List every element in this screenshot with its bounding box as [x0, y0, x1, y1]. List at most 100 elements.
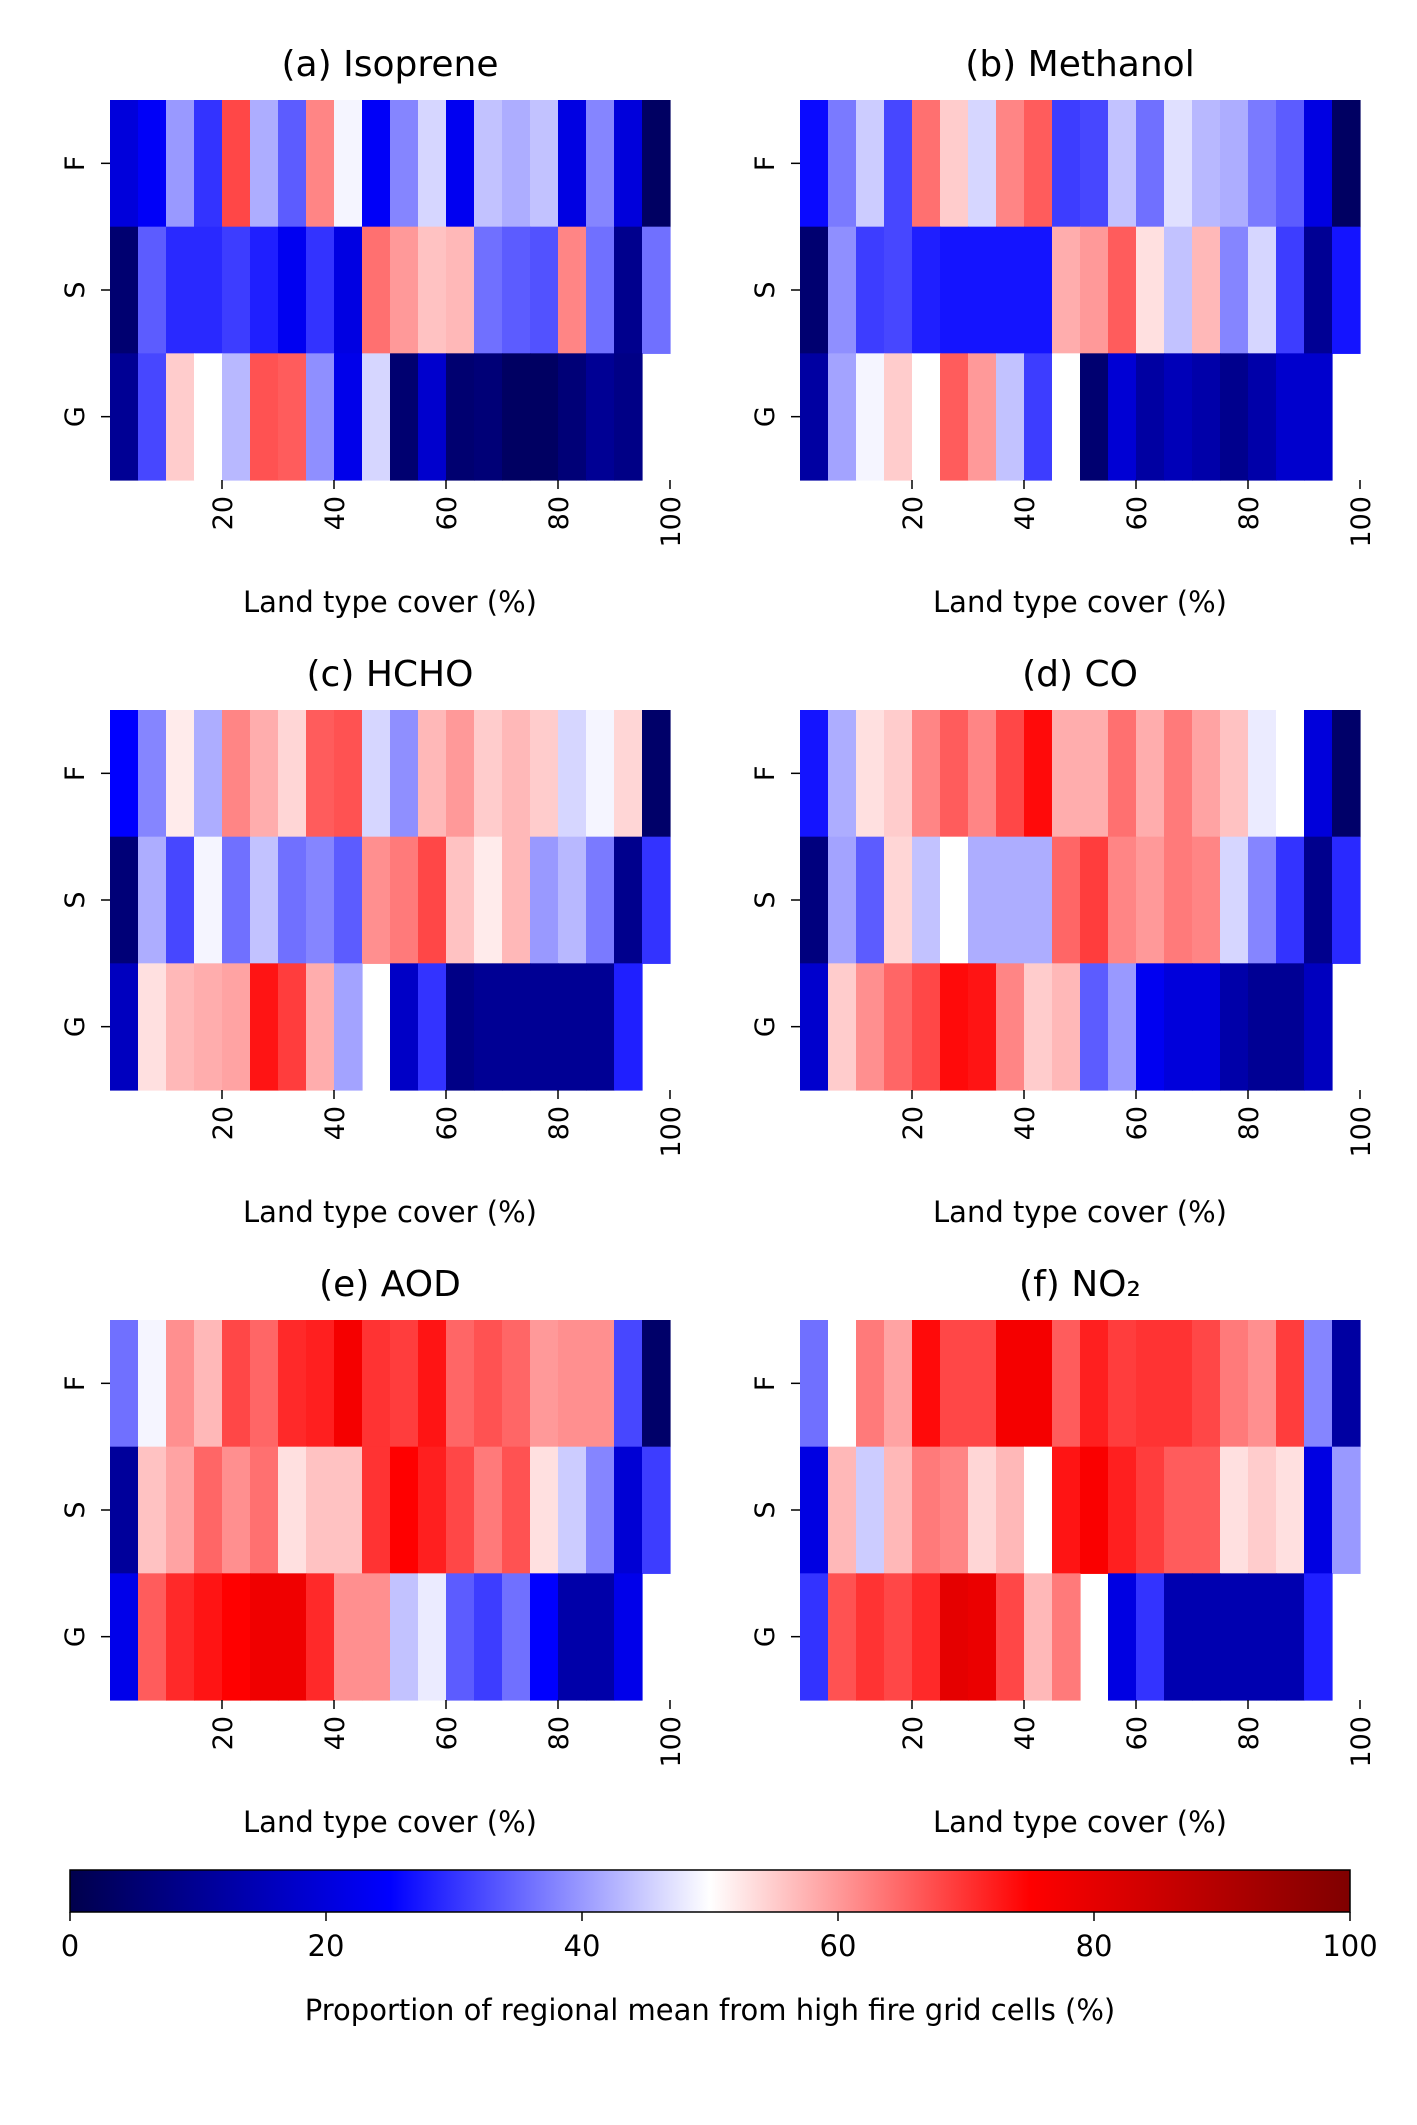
heatmap-cell [250, 963, 279, 1091]
heatmap-cell [278, 963, 307, 1091]
heatmap-cell [1108, 353, 1137, 481]
heatmap-cell [306, 1446, 335, 1574]
heatmap-cell [138, 1320, 167, 1448]
heatmap-cell [166, 710, 195, 838]
heatmap-cell [278, 353, 307, 481]
heatmap-cell [996, 353, 1025, 481]
heatmap-cell [1024, 353, 1053, 481]
heatmap-cell [1164, 1446, 1193, 1574]
heatmap-cell [166, 963, 195, 1091]
x-tick-label: 40 [320, 1106, 351, 1140]
heatmap-cell [474, 710, 503, 838]
heatmap-cell [1080, 353, 1109, 481]
heatmap-cell [110, 963, 139, 1091]
x-tick-label: 20 [208, 1106, 239, 1140]
heatmap-cell [996, 1446, 1025, 1574]
heatmap-cell [110, 1573, 139, 1701]
heatmap-cell [1220, 963, 1249, 1091]
x-tick-label: 40 [1010, 496, 1041, 530]
heatmap-cell [390, 1320, 419, 1448]
heatmap-cell [390, 100, 419, 228]
x-axis-label: Land type cover (%) [243, 585, 537, 619]
heatmap-cell [558, 1573, 587, 1701]
x-axis-label: Land type cover (%) [243, 1805, 537, 1839]
heatmap-cell [474, 353, 503, 481]
heatmap-cell [856, 836, 885, 964]
heatmap-cell [110, 100, 139, 228]
x-tick-label: 60 [432, 1716, 463, 1750]
heatmap-panel: (f) NO₂ F S G 20 40 60 80 100 Land type cover (%) [750, 1264, 1377, 1839]
colorbar-tick-label: 20 [308, 1929, 345, 1963]
heatmap-cell [446, 353, 475, 481]
heatmap-cell [1248, 226, 1277, 354]
heatmap-cell [1080, 710, 1109, 838]
heatmap-cell [1080, 226, 1109, 354]
heatmap-cell [334, 1573, 363, 1701]
heatmap-cell [1052, 353, 1081, 481]
heatmap-cell [138, 710, 167, 838]
x-tick-label: 60 [432, 496, 463, 530]
heatmap-cell [502, 226, 531, 354]
heatmap-cell [110, 710, 139, 838]
y-tick-label: S [750, 891, 781, 908]
heatmap-cell [968, 963, 997, 1091]
heatmap-cell [138, 836, 167, 964]
x-tick-label: 100 [1346, 1716, 1377, 1768]
heatmap-cell [278, 1446, 307, 1574]
heatmap-cell [1192, 1446, 1221, 1574]
x-tick-label: 100 [1346, 1106, 1377, 1158]
heatmap-cell [1108, 836, 1137, 964]
heatmap-cell [912, 1573, 941, 1701]
heatmap-cell [1192, 836, 1221, 964]
heatmap-cell [334, 710, 363, 838]
heatmap-cell [586, 1446, 615, 1574]
heatmap-cell [1024, 226, 1053, 354]
heatmap-cell [306, 963, 335, 1091]
x-tick-label: 20 [898, 1716, 929, 1750]
heatmap-cell [194, 100, 223, 228]
heatmap-cell [502, 1320, 531, 1448]
heatmap-cell [222, 1573, 251, 1701]
heatmap-cell [222, 1446, 251, 1574]
heatmap-cell [110, 836, 139, 964]
heatmap-cell [1080, 1446, 1109, 1574]
heatmap-cell [222, 353, 251, 481]
heatmap-cell [1220, 1320, 1249, 1448]
heatmap-cell [1136, 353, 1165, 481]
heatmap-cell [884, 353, 913, 481]
y-tick-label: S [750, 281, 781, 298]
heatmap-cell [642, 1446, 671, 1574]
heatmap-cell [1052, 836, 1081, 964]
heatmap-cell [306, 226, 335, 354]
heatmap-cell [828, 1446, 857, 1574]
heatmap-cell [996, 1320, 1025, 1448]
heatmap-cell [194, 1320, 223, 1448]
heatmap-cell [334, 100, 363, 228]
heatmap-cell [502, 710, 531, 838]
heatmap-cell [1136, 1446, 1165, 1574]
heatmap-cell [1136, 710, 1165, 838]
heatmap-cell [856, 226, 885, 354]
heatmap-cell [474, 1320, 503, 1448]
heatmap-cell [1108, 100, 1137, 228]
heatmap-cell [1164, 710, 1193, 838]
heatmap-cell [390, 1446, 419, 1574]
heatmap-cell [1136, 1320, 1165, 1448]
heatmap-cell [530, 836, 559, 964]
heatmap-cell [1024, 1446, 1053, 1574]
heatmap-cell [614, 836, 643, 964]
heatmap-cell [1248, 1320, 1277, 1448]
heatmap-cell [940, 1573, 969, 1701]
heatmap-cell [586, 836, 615, 964]
heatmap-cell [1304, 1320, 1333, 1448]
heatmap-cell [800, 353, 829, 481]
heatmap-cell [1332, 836, 1361, 964]
x-tick-label: 100 [656, 1106, 687, 1158]
heatmap-cell [1136, 100, 1165, 228]
heatmap-cell [940, 1446, 969, 1574]
heatmap-cell [586, 226, 615, 354]
heatmap-cell [828, 353, 857, 481]
heatmap-cell [1276, 1573, 1305, 1701]
heatmap-cell [278, 100, 307, 228]
y-tick-label: G [60, 1016, 91, 1037]
